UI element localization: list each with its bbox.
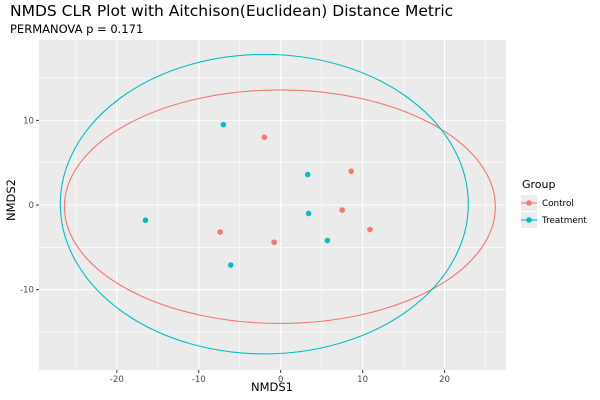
x-tick-label: -20 (110, 375, 124, 385)
data-points (142, 121, 373, 268)
y-tick-label: -10 (20, 286, 34, 296)
x-tick-label: 10 (357, 375, 368, 385)
chart-title: NMDS CLR Plot with Aitchison(Euclidean) … (10, 2, 453, 20)
control-point (217, 229, 223, 235)
x-tick-label: 20 (439, 375, 450, 385)
control-point (261, 134, 268, 141)
y-tick-label: 0 (29, 201, 34, 211)
legend-dot-treatment (526, 217, 532, 223)
control-point (348, 168, 354, 174)
y-tick-label: 10 (23, 116, 34, 126)
chart-subtitle: PERMANOVA p = 0.171 (10, 22, 143, 36)
legend-label-treatment: Treatment (541, 216, 587, 226)
x-tick-label: 0 (278, 375, 283, 385)
legend: Group Control Treatment (521, 178, 587, 228)
treatment-point (304, 171, 311, 178)
control-point (271, 239, 277, 246)
control-point (339, 207, 345, 213)
treatment-point (220, 121, 227, 128)
y-axis-ticks: -10 0 10 (20, 116, 39, 296)
x-axis-title: NMDS1 (251, 380, 293, 394)
confidence-ellipses (59, 53, 496, 355)
legend-title: Group (522, 178, 556, 191)
treatment-point (324, 237, 331, 244)
legend-label-control: Control (542, 199, 574, 209)
treatment-point (305, 210, 312, 217)
treatment-ellipse (59, 53, 469, 355)
treatment-point (142, 217, 149, 224)
control-point (367, 226, 373, 233)
treatment-point (227, 262, 234, 268)
control-ellipse (63, 89, 496, 325)
y-axis-title: NMDS2 (4, 179, 18, 221)
legend-dot-control (526, 200, 532, 206)
x-tick-label: -10 (192, 375, 206, 385)
x-axis-ticks: -20 -10 0 10 20 (110, 370, 450, 385)
